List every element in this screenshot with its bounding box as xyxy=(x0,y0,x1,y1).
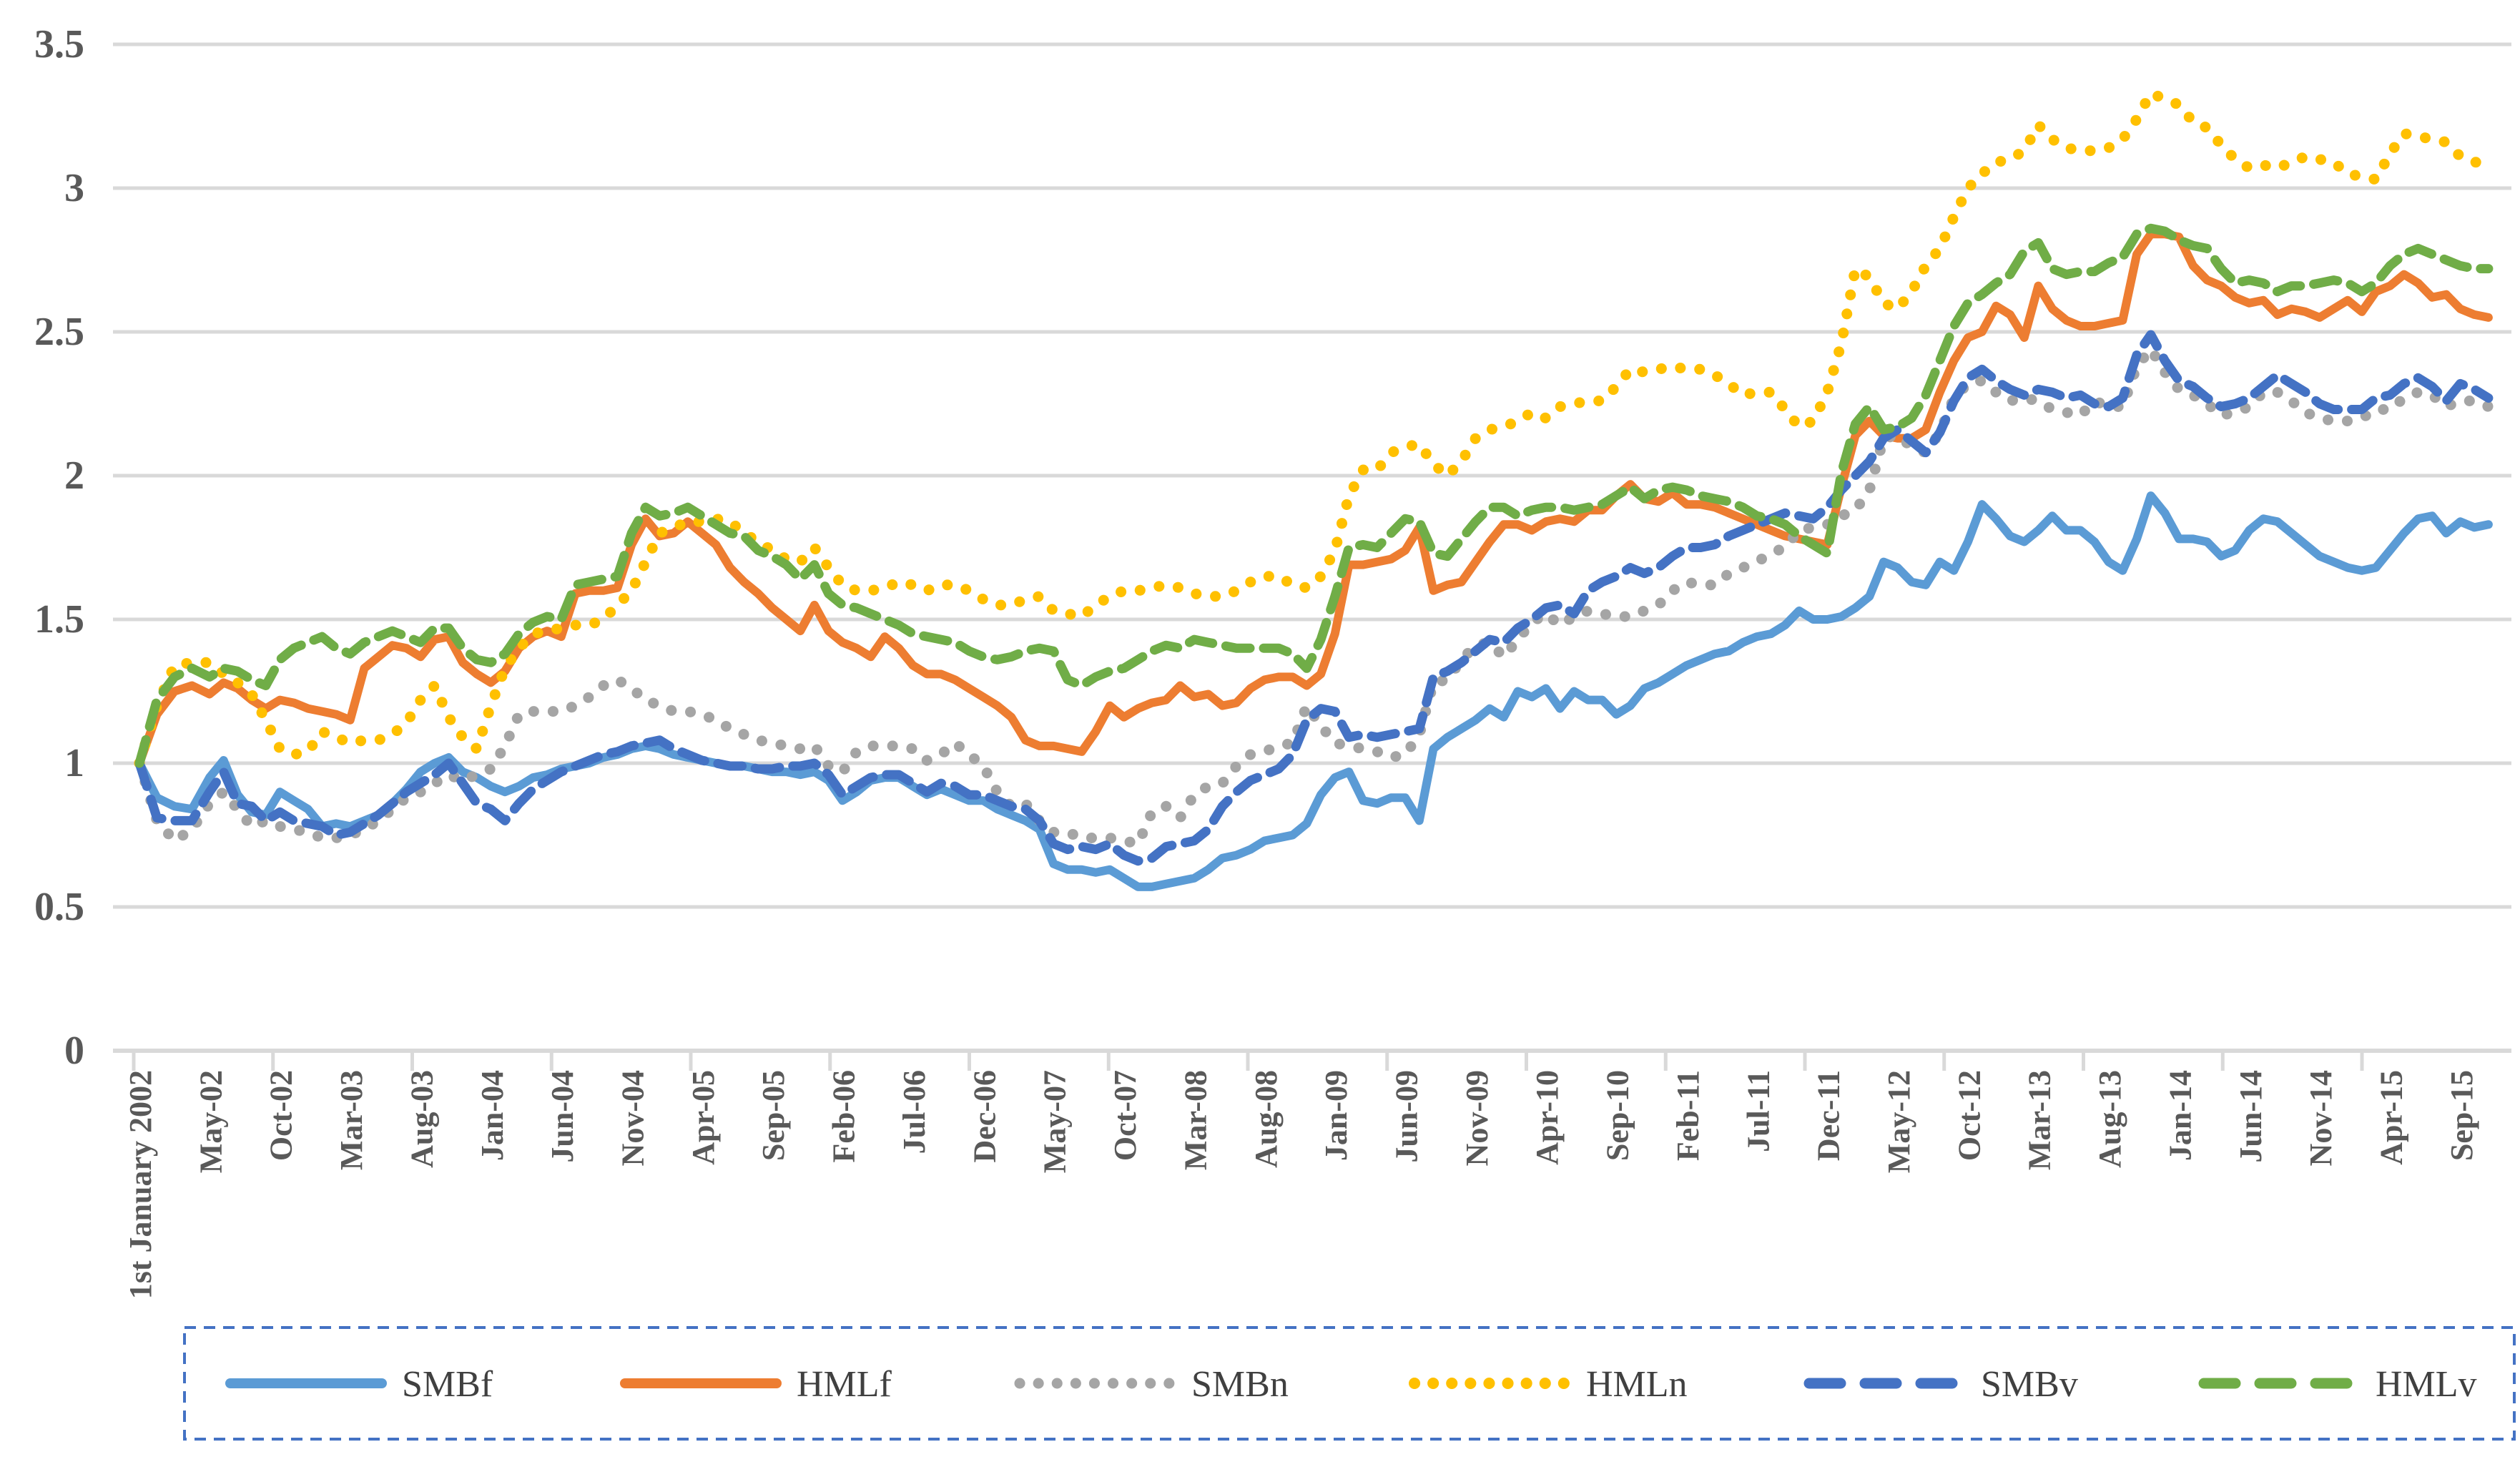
series-SMBf xyxy=(135,491,2493,891)
x-axis-tick-label: Sep-10 xyxy=(1600,1070,1635,1161)
series-HMLn-line xyxy=(134,87,2494,769)
x-axis-tick-label: Jun-04 xyxy=(545,1070,580,1163)
legend-border xyxy=(183,1326,2516,1441)
x-axis-tick-label: Aug-08 xyxy=(1249,1070,1284,1168)
series-SMBn xyxy=(134,343,2494,850)
y-axis-tick-label: 1.5 xyxy=(34,597,84,642)
series-HMLv xyxy=(134,223,2494,768)
legend-item-HMLf: HMLf xyxy=(620,1364,892,1405)
x-axis-tick-label: May-02 xyxy=(193,1070,228,1173)
y-axis-tick-label: 1 xyxy=(64,741,84,785)
series-SMBn-line xyxy=(134,343,2494,850)
y-axis-tick-label: 0 xyxy=(64,1029,84,1073)
x-axis-tick-label: May-12 xyxy=(1881,1070,1916,1173)
x-axis-tick-label: Dec-06 xyxy=(967,1070,1002,1163)
x-axis-tick-label: Mar-08 xyxy=(1178,1070,1213,1170)
x-axis-tick-label: Apr-05 xyxy=(686,1070,721,1165)
legend: SMBf HMLf SMBn HMLn SMBv HMLv xyxy=(183,1326,2516,1441)
legend-item-SMBf: SMBf xyxy=(225,1364,493,1405)
x-axis-tick-label: Apr-15 xyxy=(2374,1070,2409,1165)
x-axis-tick-label: Jul-06 xyxy=(897,1070,932,1154)
series-SMBf-line xyxy=(135,491,2493,891)
legend-label-SMBn: SMBn xyxy=(1191,1364,1289,1405)
gridlines xyxy=(113,42,2511,909)
series-HMLf-line xyxy=(135,230,2493,767)
x-axis-tick-label: Jun-09 xyxy=(1389,1070,1424,1163)
x-axis xyxy=(113,1049,2511,1071)
legend-label-SMBf: SMBf xyxy=(402,1364,493,1405)
x-axis-tick-label: May-07 xyxy=(1038,1070,1073,1173)
x-axis-tick-label: Dec-11 xyxy=(1811,1070,1846,1161)
y-axis-tick-label: 0.5 xyxy=(34,885,84,929)
x-axis-tick-label: Jan-04 xyxy=(475,1070,510,1161)
series-HMLv-line xyxy=(134,223,2494,768)
x-axis-tick-label: 1st January 2002 xyxy=(123,1070,158,1299)
x-axis-tick-label: Oct-02 xyxy=(264,1070,299,1161)
x-axis-tick-label: Oct-12 xyxy=(1951,1070,1987,1161)
x-axis-tick-label: Jan-09 xyxy=(1319,1070,1354,1161)
legend-label-HMLf: HMLf xyxy=(797,1364,892,1405)
x-axis-tick-label: Sep-05 xyxy=(756,1070,791,1161)
x-axis-tick-label: Sep-15 xyxy=(2444,1070,2479,1161)
legend-item-SMBn: SMBn xyxy=(1014,1364,1289,1405)
x-axis-tick-label: Nov-09 xyxy=(1460,1070,1495,1166)
series-HMLf xyxy=(135,230,2493,767)
legend-label-HMLv: HMLv xyxy=(2376,1364,2477,1405)
x-axis-tick-label: Feb-11 xyxy=(1670,1070,1706,1161)
x-axis-tick-label: Nov-14 xyxy=(2303,1070,2338,1166)
x-axis-tick-label: Mar-13 xyxy=(2022,1070,2057,1170)
x-axis-tick-label: Feb-06 xyxy=(827,1070,862,1163)
series-SMBv-line xyxy=(134,330,2494,866)
legend-item-HMLv: HMLv xyxy=(2198,1364,2477,1405)
x-axis-tick-label: Apr-10 xyxy=(1530,1070,1565,1165)
y-axis-tick-label: 2.5 xyxy=(34,310,84,354)
x-axis-tick-label: Jan-14 xyxy=(2162,1070,2197,1161)
legend-item-SMBv: SMBv xyxy=(1803,1364,2078,1405)
x-axis-tick-label: Nov-04 xyxy=(616,1070,651,1166)
legend-item-HMLn: HMLn xyxy=(1409,1364,1688,1405)
x-axis-tick-label: Aug-13 xyxy=(2092,1070,2127,1168)
series-SMBv xyxy=(134,330,2494,866)
x-axis-tick-label: Oct-07 xyxy=(1108,1070,1143,1161)
x-axis-tick-label: Jul-11 xyxy=(1741,1070,1776,1152)
x-axis-tick-label: Aug-03 xyxy=(404,1070,439,1168)
legend-label-HMLn: HMLn xyxy=(1586,1364,1688,1405)
series-HMLn xyxy=(134,87,2494,769)
x-axis-tick-label: Mar-03 xyxy=(334,1070,369,1170)
y-axis-tick-label: 2 xyxy=(64,453,84,498)
legend-label-SMBv: SMBv xyxy=(1981,1364,2078,1405)
y-axis-tick-label: 3 xyxy=(64,166,84,210)
y-axis-tick-label: 3.5 xyxy=(34,22,84,67)
x-axis-tick-label: Jun-14 xyxy=(2233,1070,2268,1163)
x-axis-labels: 1st January 2002 May-02 Oct-02 Mar-03 Aug-03… xyxy=(123,1070,2479,1299)
y-axis-labels: 0 0.5 1 1.5 2 2.5 3 3.5 xyxy=(34,22,84,1073)
